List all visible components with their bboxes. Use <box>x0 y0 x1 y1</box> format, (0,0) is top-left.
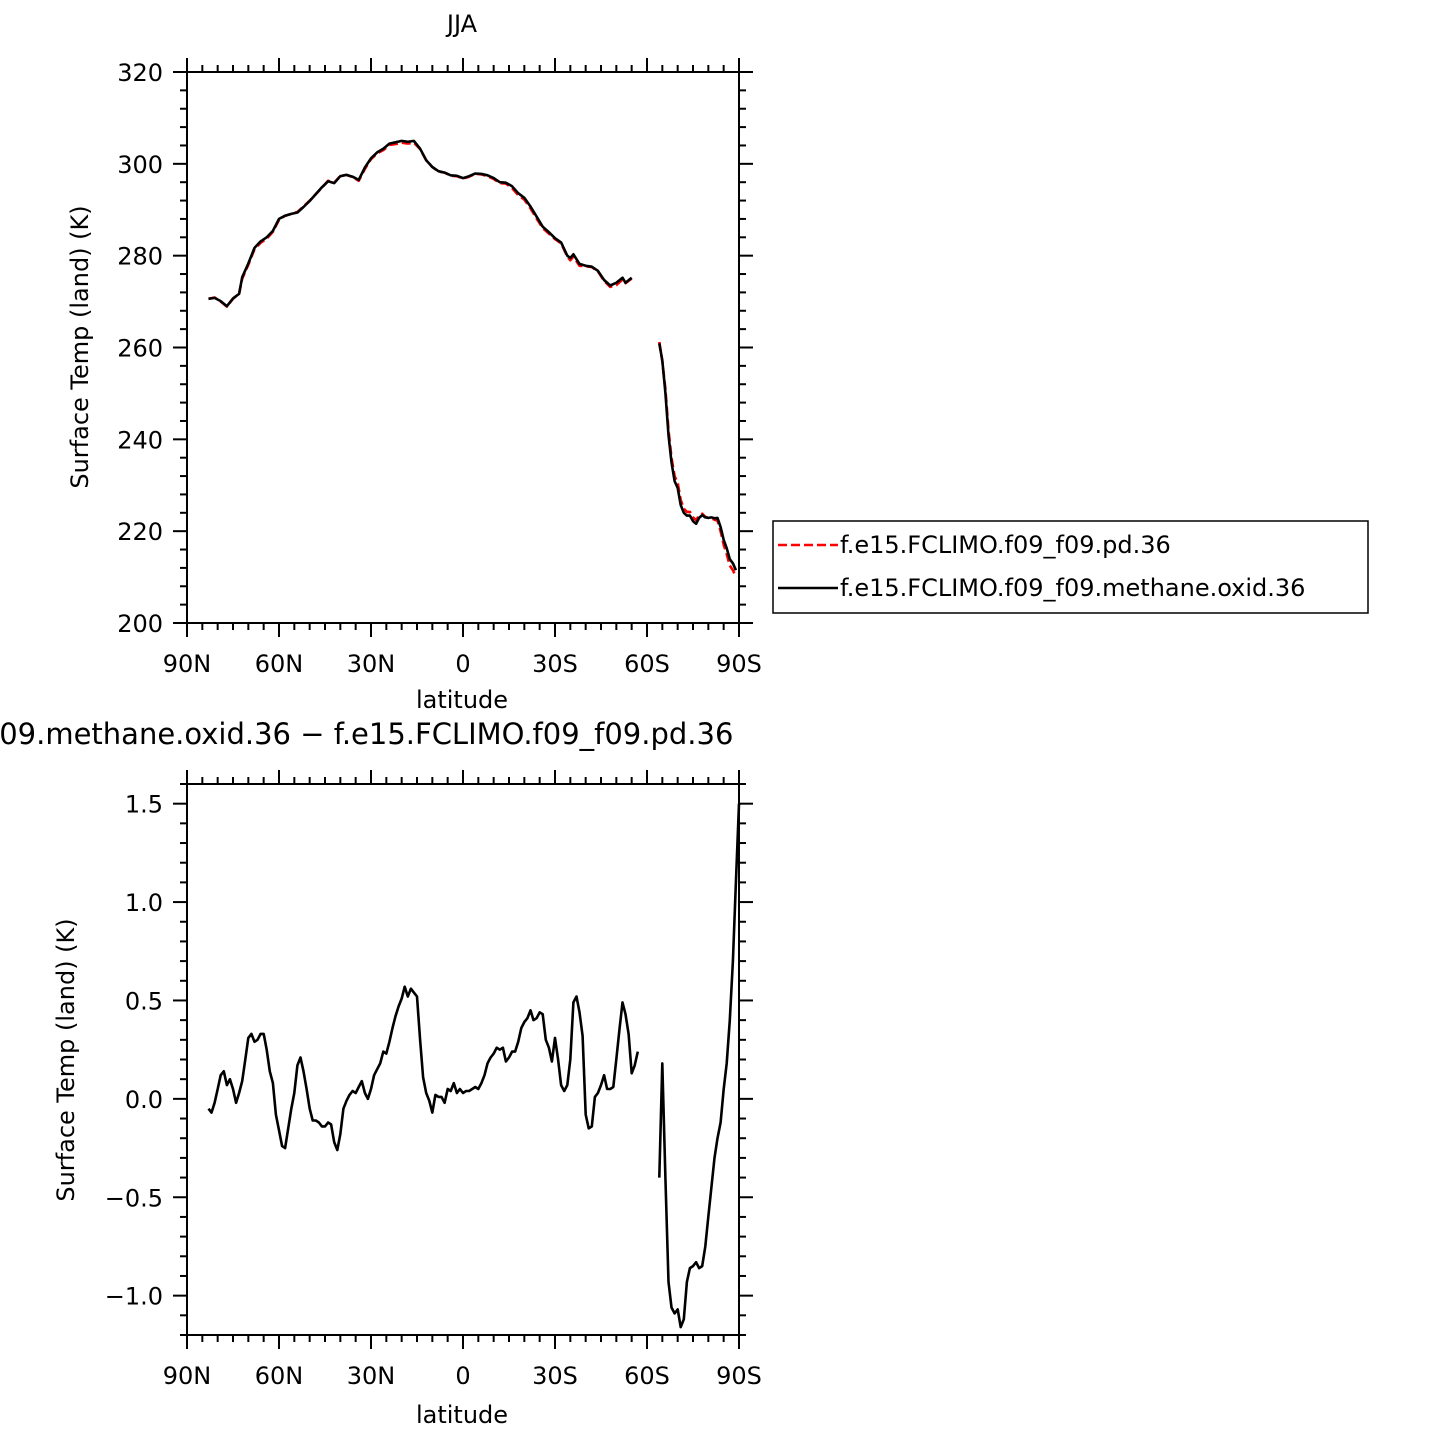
chart0-series-0-line <box>208 141 633 308</box>
chart-top-xlabel: latitude <box>416 686 508 714</box>
chart0-xtick-label: 60S <box>624 650 670 678</box>
chart1-xtick-label: 30S <box>532 1362 578 1390</box>
chart1-xtick-label: 0 <box>455 1362 470 1390</box>
chart1-series-0-line <box>658 803 741 1329</box>
chart0-ytick-label: 220 <box>117 518 163 546</box>
chart1-xtick-label: 60N <box>255 1362 304 1390</box>
chart0-ytick-label: 260 <box>117 335 163 363</box>
chart0-xtick-label: 60N <box>255 650 304 678</box>
chart1-series-0-line <box>207 985 640 1152</box>
chart0-xtick-label: 0 <box>455 650 470 678</box>
chart1-xtick-label: 90N <box>163 1362 212 1390</box>
bottom-series <box>207 803 741 1329</box>
chart0-xtick-label: 30S <box>532 650 578 678</box>
chart-bottom-xlabel: latitude <box>416 1401 508 1429</box>
chart1-ytick-label: 1.0 <box>125 889 163 917</box>
top-ticks: 90N 60N 30N 0 30S 60S 90S 200 220 240 260 280 300 320 <box>117 58 762 678</box>
chart0-xtick-label: 90N <box>163 650 212 678</box>
chart1-ytick-label: 0.5 <box>125 987 163 1015</box>
chart-top: JJA 90N 60N 30N 0 30S 60S 90S 200 220 240 260 280 30… <box>66 10 762 714</box>
legend-label-methane: f.e15.FCLIMO.f09_f09.methane.oxid.36 <box>840 574 1305 602</box>
chart0-series-1-line <box>658 343 738 571</box>
chart0-ytick-label: 300 <box>117 151 163 179</box>
chart-top-title: JJA <box>445 10 478 38</box>
chart-bottom: f.e15.FCLIMO.f09_f09.methane.oxid.36 − f… <box>0 717 762 1429</box>
chart0-ytick-label: 240 <box>117 426 163 454</box>
chart1-xtick-label: 90S <box>716 1362 762 1390</box>
legend-box <box>772 520 1369 614</box>
chart0-ytick-label: 320 <box>117 59 163 87</box>
chart-bottom-title: f.e15.FCLIMO.f09_f09.methane.oxid.36 − f… <box>0 717 733 751</box>
chart-top-ylabel: Surface Temp (land) (K) <box>66 205 94 488</box>
chart1-ytick-label: 1.5 <box>125 791 163 819</box>
chart0-xtick-label: 30N <box>347 650 396 678</box>
chart0-xtick-label: 90S <box>716 650 762 678</box>
legend: f.e15.FCLIMO.f09_f09.pd.36 f.e15.FCLIMO.… <box>772 520 1369 614</box>
chart1-ytick-label: 0.0 <box>125 1086 163 1114</box>
chart0-series-1-line <box>208 139 633 308</box>
chart-bottom-frame <box>186 783 740 1336</box>
chart0-ytick-label: 200 <box>117 610 163 638</box>
chart-bottom-ylabel: Surface Temp (land) (K) <box>52 918 80 1201</box>
bottom-ticks: 90N 60N 30N 0 30S 60S 90S −1.0 −0.5 0.0 0.5 1.0 1.5 <box>105 770 762 1390</box>
chart1-ytick-label: −0.5 <box>105 1184 163 1212</box>
chart1-xtick-label: 60S <box>624 1362 670 1390</box>
top-series <box>208 139 738 578</box>
chart1-ytick-label: −1.0 <box>105 1283 163 1311</box>
chart-top-frame <box>186 71 740 624</box>
legend-label-pd: f.e15.FCLIMO.f09_f09.pd.36 <box>840 531 1171 559</box>
chart1-xtick-label: 30N <box>347 1362 396 1390</box>
chart0-ytick-label: 280 <box>117 243 163 271</box>
